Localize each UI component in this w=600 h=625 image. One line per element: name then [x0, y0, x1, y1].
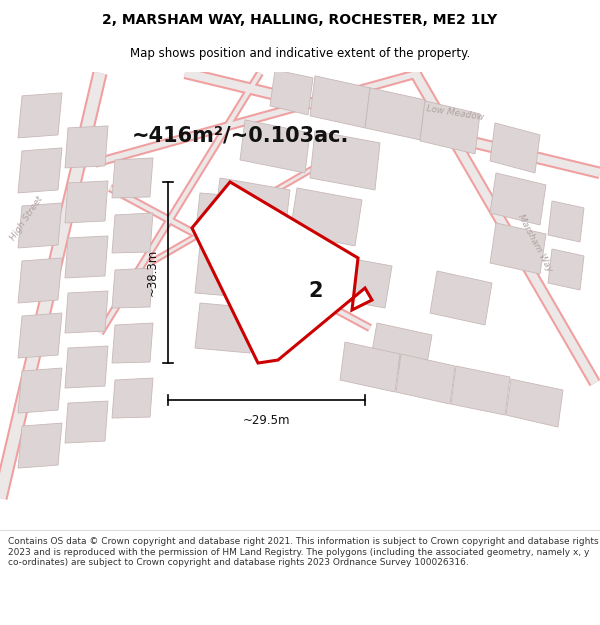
Polygon shape: [112, 213, 153, 253]
Text: Marsham Way: Marsham Way: [516, 213, 554, 273]
Polygon shape: [430, 271, 492, 325]
Polygon shape: [340, 342, 400, 392]
Polygon shape: [18, 368, 62, 413]
Polygon shape: [420, 101, 480, 154]
Polygon shape: [18, 423, 62, 468]
Polygon shape: [112, 378, 153, 418]
Polygon shape: [65, 401, 108, 443]
Polygon shape: [490, 123, 540, 173]
Polygon shape: [195, 193, 260, 243]
Text: Contains OS data © Crown copyright and database right 2021. This information is : Contains OS data © Crown copyright and d…: [8, 537, 599, 567]
Polygon shape: [365, 88, 425, 140]
Polygon shape: [240, 120, 310, 173]
Text: 2: 2: [308, 281, 323, 301]
Polygon shape: [330, 256, 392, 308]
Text: Low Meadow: Low Meadow: [425, 104, 484, 122]
Polygon shape: [18, 93, 62, 138]
Text: ~29.5m: ~29.5m: [243, 414, 290, 427]
Polygon shape: [18, 148, 62, 193]
Polygon shape: [65, 126, 108, 168]
Polygon shape: [490, 173, 546, 225]
Polygon shape: [65, 346, 108, 388]
Polygon shape: [548, 249, 584, 290]
Polygon shape: [370, 323, 432, 375]
Polygon shape: [396, 354, 455, 404]
Text: ~38.3m: ~38.3m: [146, 249, 158, 296]
Polygon shape: [112, 323, 153, 363]
Polygon shape: [195, 245, 260, 298]
Polygon shape: [18, 258, 62, 303]
Text: High Street: High Street: [9, 194, 45, 242]
Polygon shape: [451, 366, 510, 415]
Polygon shape: [195, 303, 255, 353]
Polygon shape: [65, 291, 108, 333]
Text: Map shows position and indicative extent of the property.: Map shows position and indicative extent…: [130, 48, 470, 61]
Text: 2, MARSHAM WAY, HALLING, ROCHESTER, ME2 1LY: 2, MARSHAM WAY, HALLING, ROCHESTER, ME2 …: [103, 13, 497, 27]
Polygon shape: [548, 201, 584, 242]
Polygon shape: [270, 70, 313, 115]
Polygon shape: [490, 223, 546, 274]
Polygon shape: [310, 131, 380, 190]
Polygon shape: [112, 158, 153, 198]
Polygon shape: [18, 313, 62, 358]
Polygon shape: [215, 178, 290, 233]
Polygon shape: [65, 181, 108, 223]
Polygon shape: [112, 268, 153, 308]
Polygon shape: [192, 182, 372, 363]
Polygon shape: [65, 236, 108, 278]
Polygon shape: [18, 203, 62, 248]
Polygon shape: [506, 379, 563, 427]
Polygon shape: [290, 188, 362, 246]
Text: ~416m²/~0.103ac.: ~416m²/~0.103ac.: [131, 126, 349, 146]
Polygon shape: [310, 76, 370, 128]
